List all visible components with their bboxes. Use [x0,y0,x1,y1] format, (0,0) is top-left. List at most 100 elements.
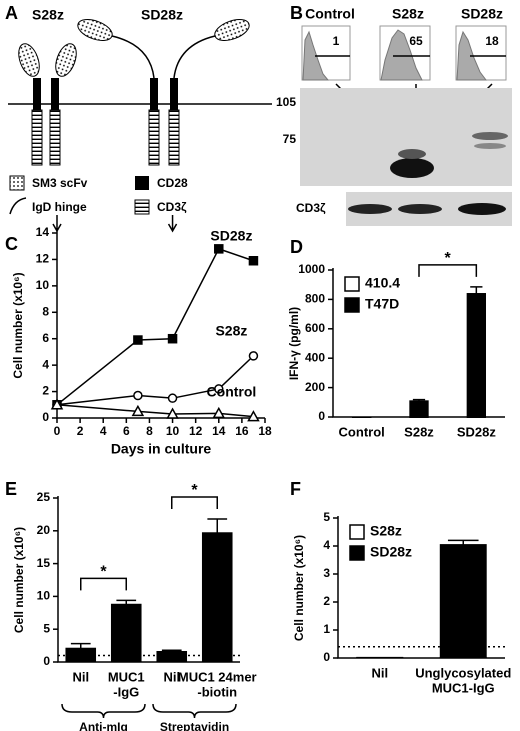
histogram-title: S28z [392,6,424,22]
y-tick-label: 1000 [298,262,325,276]
group-brace [61,703,146,719]
marker [248,256,259,266]
legend-label: CD28 [157,176,188,190]
histogram-title: Control [305,6,355,22]
marker [247,410,260,422]
mw-label: 75 [283,132,297,146]
significance-bracket [80,577,127,591]
marker [167,393,178,403]
y-tick-label: 2 [42,384,49,398]
blot-band [390,158,434,178]
legend-swatch [344,276,360,292]
panel-label: C [5,234,18,254]
sd28z-receptor [77,19,250,166]
group-brace [152,703,237,719]
x-tick-label: SD28z [457,424,497,439]
bar [409,400,429,418]
bar [110,603,142,663]
marker [166,407,179,419]
y-tick-label: 600 [305,321,325,335]
significance-label: * [100,564,107,581]
series-line [56,404,254,418]
significance-bracket [171,496,218,509]
blot-band [472,132,508,140]
marker [214,244,224,254]
error-bar [207,518,228,533]
bar [351,416,372,418]
legend-label: S28z [370,523,402,539]
stimulation-arrow [167,215,178,233]
panel-label: A [5,3,18,23]
y-tick-label: 12 [36,252,50,266]
loading-label: CD3ζ [296,201,326,215]
group-label: Anti-mIg [79,720,128,731]
y-tick-label: 5 [323,510,330,524]
x-tick-label: S28z [404,424,434,439]
panel-b: B Control S28z SD28z 1 65 18 105 75 CD3ζ [276,3,512,226]
legend-swatch [349,524,365,540]
significance-label: * [445,250,452,267]
panel-label: E [5,479,17,499]
mw-label: 105 [276,95,296,109]
error-bar [161,649,182,652]
x-tick-label: 4 [100,424,107,438]
x-tick-label: 0 [54,424,61,438]
x-tick-label: Nil [371,665,388,680]
y-axis-title: Cell number (x10⁶) [11,272,25,378]
x-tick-label: 18 [258,424,272,438]
s28z-receptor [18,43,77,166]
y-tick-label: 15 [37,556,51,570]
marker [167,333,178,344]
error-bar [116,599,137,605]
x-tick-label: 10 [166,424,180,438]
blot-band [398,149,426,159]
legend-swatch [134,199,150,215]
histogram-title: SD28z [461,6,503,22]
bar [466,293,487,418]
x-tick-label: Nil [163,669,180,684]
error-bar [70,642,91,649]
y-tick-label: 10 [36,278,50,292]
y-tick-label: 4 [323,538,330,552]
gate-value: 65 [409,34,423,48]
marker [133,335,143,345]
panel-label: B [290,3,303,23]
gate-value: 18 [485,34,499,48]
marker [214,384,224,394]
legend-label: CD3ζ [157,200,187,214]
legend-label: IgD hinge [32,200,87,214]
x-tick-label: MUC1 [108,669,145,684]
panel-label: F [290,479,301,499]
y-tick-label: 3 [323,566,330,580]
x-tick-label: -IgG [113,684,139,699]
receptor-label: SD28z [141,7,183,23]
y-tick-label: 2 [323,594,330,608]
significance-label: * [191,482,198,499]
marker [248,351,259,361]
error-bar [412,398,426,401]
x-tick-label: 2 [77,424,84,438]
x-axis-title: Days in culture [111,441,212,457]
x-tick-label: MUC1-IgG [432,680,495,695]
x-tick-label: Control [339,424,385,439]
legend-label: T47D [365,296,399,312]
y-tick-label: 800 [305,292,325,306]
significance-bracket [418,264,478,277]
marker [212,406,226,419]
panel-label: D [290,237,303,257]
bar [201,532,233,663]
y-tick-label: 0 [323,650,330,664]
marker [131,404,145,417]
series-label: SD28z [210,227,252,243]
y-tick-label: 25 [37,490,51,504]
histograms [301,25,507,81]
legend-swatch [349,545,365,561]
y-tick-label: 20 [37,523,51,537]
marker [133,390,143,401]
y-tick-label: 8 [42,304,49,318]
y-tick-label: 200 [305,380,325,394]
y-tick-label: 14 [36,225,50,239]
legend-swatch [9,197,27,215]
y-tick-label: 400 [305,350,325,364]
legend-label: 410.4 [365,275,400,291]
